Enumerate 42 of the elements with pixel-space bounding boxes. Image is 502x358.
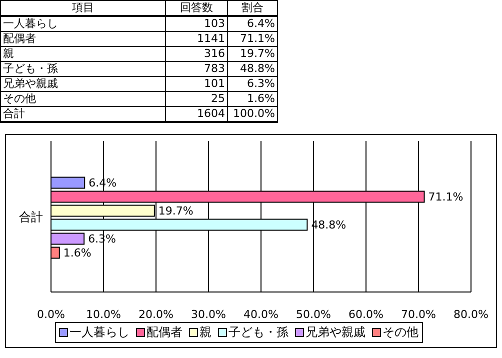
text: 71.1%: [228, 32, 278, 46]
text: 316: [166, 46, 228, 62]
text: 1604: [166, 106, 228, 122]
text: 項目: [0, 0, 166, 16]
text: 兄弟や親戚: [0, 76, 166, 92]
x-tick-label: 70.0%: [401, 308, 436, 321]
text: 25: [166, 92, 228, 106]
text: 1141: [166, 32, 228, 46]
text: 6.4%: [228, 16, 278, 32]
text: 101: [166, 76, 228, 92]
text: 配偶者: [0, 32, 166, 46]
text: 1.6%: [228, 92, 278, 106]
x-tick-label: 80.0%: [454, 308, 488, 321]
data-label: 71.1%: [428, 190, 464, 204]
x-tick-label: 50.0%: [296, 308, 331, 321]
x-tick-label: 10.0%: [86, 308, 121, 321]
text: 19.7%: [228, 46, 278, 62]
text: 100.0%: [228, 106, 278, 122]
x-tick-label: 40.0%: [244, 308, 278, 321]
legend-label: 兄弟や親戚: [304, 324, 366, 341]
x-tick-label: 30.0%: [191, 308, 226, 321]
legend-label: 親: [198, 324, 212, 341]
text: 103: [166, 16, 228, 32]
text: 783: [166, 62, 228, 76]
text: 6.3%: [228, 76, 278, 92]
x-tick-label: 20.0%: [138, 308, 174, 321]
legend-label: その他: [382, 324, 418, 341]
x-tick-label: 0.0%: [37, 308, 65, 321]
legend-label: 一人暮らし: [68, 324, 130, 341]
text: その他: [0, 92, 166, 106]
text: 48.8%: [228, 62, 278, 76]
data-label: 19.7%: [158, 204, 194, 218]
text: 合計: [0, 106, 166, 122]
text: 子ども・孫: [0, 62, 166, 76]
legend-label: 子ども・孫: [228, 324, 288, 341]
text: 一人暮らし: [0, 16, 166, 32]
text: 割合: [228, 0, 278, 16]
legend-label: 配偶者: [146, 324, 182, 341]
text: 回答数: [166, 0, 228, 16]
data-label: 1.6%: [63, 246, 92, 260]
x-tick-label: 60.0%: [348, 308, 384, 321]
text: 親: [0, 46, 166, 62]
